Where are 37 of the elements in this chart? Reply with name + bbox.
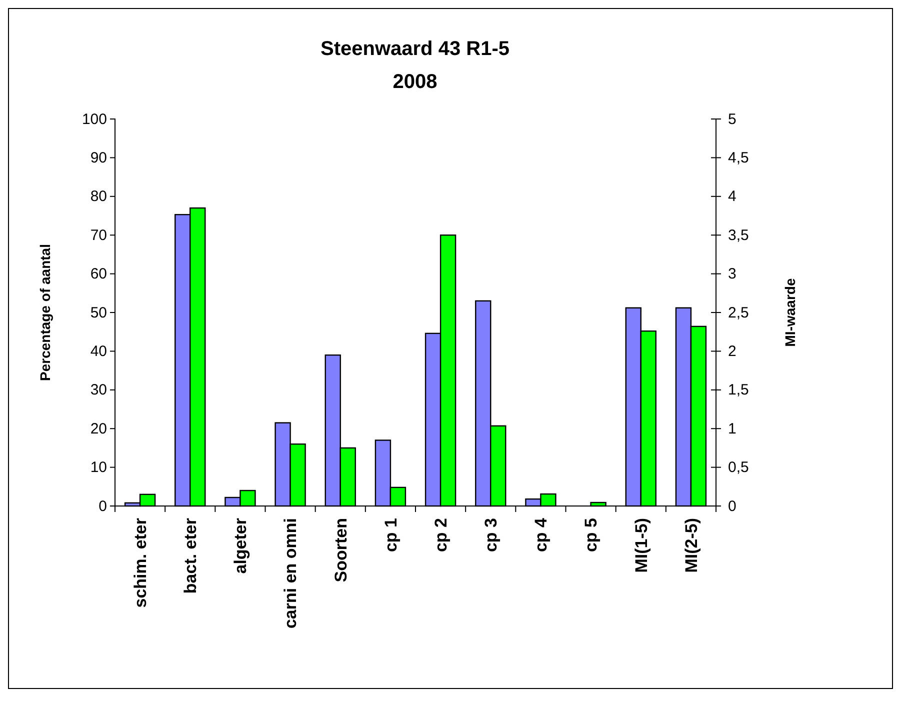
- y2-tick-label: 2: [728, 343, 736, 360]
- x-tick-label: cp 2: [431, 518, 450, 552]
- x-tick-label: schim. eter: [130, 518, 150, 608]
- x-tick-label: MI(1-5): [632, 518, 651, 573]
- y-axis-title: Percentage of aantal: [37, 244, 53, 381]
- y2-tick-label: 4,5: [728, 150, 749, 166]
- y2-tick-label: 1,5: [728, 382, 749, 399]
- y-tick-label: 100: [82, 110, 107, 128]
- y2-axis-title: MI-waarde: [782, 278, 798, 347]
- x-tick-label: bact. eter: [181, 518, 200, 594]
- y-tick-label: 60: [90, 266, 107, 283]
- chart-title: Steenwaard 43 R1-5 2008: [320, 38, 510, 93]
- y-tick-label: 20: [90, 420, 107, 438]
- x-tick-label: cp 4: [532, 517, 551, 552]
- x-tick-label: algeter: [231, 518, 250, 574]
- y2-tick-label: 1: [728, 420, 736, 438]
- x-tick-label: cp 1: [381, 518, 400, 552]
- y2-tick-label: 4: [728, 188, 736, 206]
- y2-tick-label: 5: [728, 110, 736, 128]
- y2-tick-label: 0: [728, 498, 736, 515]
- y2-tick-label: 3: [728, 266, 736, 283]
- y2-tick-label: 0,5: [728, 459, 749, 476]
- y-tick-label: 50: [90, 304, 107, 322]
- y-tick-label: 10: [90, 459, 107, 476]
- y2-tick-label: 3,5: [728, 226, 749, 244]
- y-tick-label: 0: [98, 498, 107, 515]
- y2-tick-label: 2,5: [728, 304, 749, 322]
- x-tick-label: cp 5: [582, 518, 601, 552]
- y-tick-label: 80: [90, 188, 107, 206]
- y-tick-label: 70: [90, 226, 107, 244]
- y-tick-label: 90: [90, 150, 107, 166]
- x-tick-label: carni en omni: [281, 518, 300, 629]
- y-tick-label: 30: [90, 382, 107, 399]
- x-tick-label: cp 3: [482, 518, 501, 552]
- y-tick-label: 40: [90, 343, 107, 360]
- x-tick-label: Soorten: [331, 518, 350, 582]
- x-tick-label: MI(2-5): [682, 518, 701, 573]
